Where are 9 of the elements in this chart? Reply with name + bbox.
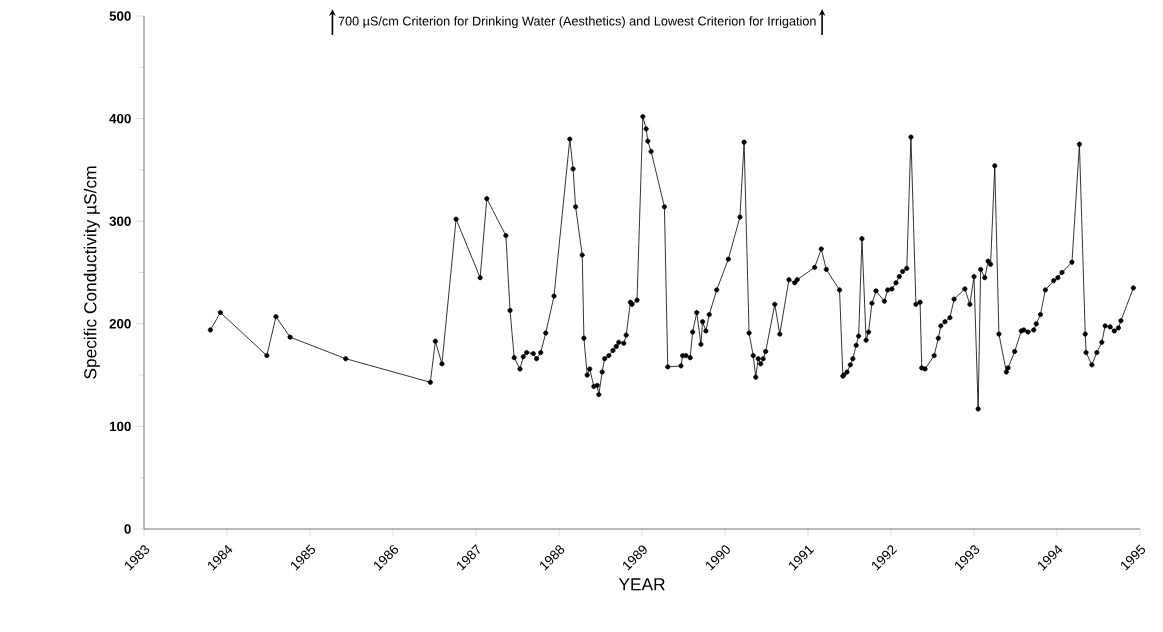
x-axis-title: YEAR [618,578,665,591]
y-tick-label: 400 [109,113,131,124]
y-tick-label: 500 [109,11,131,21]
y-tick-label: 0 [124,524,131,534]
y-tick-label: 200 [109,319,131,329]
y-axis-title: Specific Conductivity µS/cm [83,166,100,379]
annotation: 700 µS/cm Criterion for Drinking Water (Aesthetics) and Lowest Criterion for Irrigation [338,16,816,29]
y-tick-label: 100 [109,421,131,432]
y-tick-label: 300 [109,216,131,226]
